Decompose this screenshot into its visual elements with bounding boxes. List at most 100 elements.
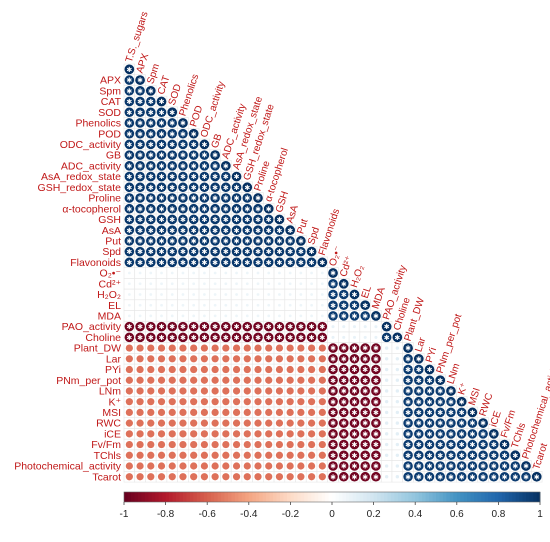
correlation-circle <box>124 225 135 235</box>
significance-marker: ✱ <box>169 216 175 224</box>
correlation-circle <box>285 332 295 343</box>
correlation-circle <box>328 407 338 418</box>
significance-marker: ✱ <box>405 398 411 406</box>
correlation-circle <box>221 246 231 257</box>
correlation-circle <box>124 193 135 203</box>
significance-marker: ✱ <box>394 334 400 342</box>
correlation-circle <box>521 471 531 482</box>
correlation-circle <box>156 236 167 246</box>
color-bar-segment <box>172 492 177 502</box>
significance-marker: ✱ <box>427 452 433 460</box>
correlation-circle <box>211 355 219 363</box>
correlation-circle <box>135 236 145 246</box>
significance-marker: ✱ <box>126 66 132 74</box>
correlation-circle <box>297 387 305 395</box>
significance-marker: ✱ <box>352 355 358 363</box>
correlation-circle <box>328 289 338 300</box>
correlation-circle <box>146 214 156 225</box>
correlation-circle <box>203 282 206 286</box>
significance-marker: ✱ <box>223 195 229 203</box>
correlation-circle <box>147 473 155 481</box>
color-bar-tick-label: 0 <box>329 509 335 520</box>
correlation-circle <box>288 271 292 275</box>
correlation-circle <box>275 419 284 427</box>
correlation-circle <box>338 461 349 471</box>
correlation-circle <box>146 246 156 257</box>
correlation-circle <box>135 214 145 225</box>
significance-marker: ✱ <box>169 237 175 245</box>
correlation-circle <box>286 440 294 449</box>
significance-marker: ✱ <box>469 409 475 417</box>
significance-marker: ✱ <box>159 237 165 245</box>
correlation-circle <box>403 354 413 364</box>
significance-marker: ✱ <box>137 162 143 170</box>
correlation-circle <box>179 473 187 481</box>
correlation-circle <box>190 355 198 363</box>
correlation-circle <box>435 439 446 450</box>
correlation-circle <box>531 471 542 482</box>
significance-marker: ✱ <box>362 377 368 385</box>
correlation-circle <box>297 440 305 449</box>
significance-marker: ✱ <box>180 237 186 245</box>
correlation-circle <box>338 407 349 418</box>
correlation-circle <box>395 378 400 382</box>
correlation-circle <box>349 364 360 375</box>
correlation-circle <box>149 293 153 296</box>
correlation-circle <box>199 332 210 343</box>
correlation-circle <box>297 419 305 427</box>
correlation-circle <box>265 376 273 384</box>
significance-marker: ✱ <box>201 248 207 256</box>
correlation-circle <box>395 410 400 415</box>
color-bar-segment <box>515 492 520 502</box>
correlation-circle <box>286 462 294 470</box>
correlation-circle <box>360 450 370 461</box>
correlation-circle <box>224 282 228 286</box>
significance-marker: ✱ <box>212 334 218 342</box>
correlation-circle <box>307 398 316 406</box>
significance-marker: ✱ <box>502 473 508 481</box>
significance-marker: ✱ <box>148 98 154 106</box>
correlation-circle <box>190 473 198 481</box>
correlation-circle <box>157 419 166 427</box>
correlation-circle <box>179 398 187 406</box>
significance-marker: ✱ <box>201 141 207 149</box>
correlation-circle <box>170 271 174 275</box>
correlation-circle <box>181 314 185 318</box>
significance-marker: ✱ <box>126 184 132 192</box>
correlation-circle <box>170 303 174 307</box>
correlation-circle <box>188 193 199 203</box>
correlation-circle <box>384 475 389 479</box>
correlation-circle <box>349 375 360 386</box>
significance-marker: ✱ <box>169 323 175 331</box>
significance-marker: ✱ <box>191 141 197 149</box>
significance-marker: ✱ <box>212 152 218 160</box>
significance-marker: ✱ <box>212 205 218 213</box>
significance-marker: ✱ <box>191 227 197 235</box>
correlation-circle <box>349 429 360 439</box>
significance-marker: ✱ <box>469 452 475 460</box>
correlation-circle <box>243 376 251 384</box>
color-bar-segment <box>137 492 142 502</box>
correlation-circle <box>286 387 294 395</box>
correlation-circle <box>127 282 131 286</box>
color-bar-segment <box>252 492 257 502</box>
correlation-circle <box>221 182 231 193</box>
correlation-circle <box>352 335 357 339</box>
significance-marker: ✱ <box>405 388 411 396</box>
correlation-circle <box>190 344 198 352</box>
correlation-circle <box>146 182 156 193</box>
correlation-circle <box>168 376 176 384</box>
correlation-circle <box>467 407 478 418</box>
correlation-circle <box>231 214 242 225</box>
significance-marker: ✱ <box>512 463 518 471</box>
significance-marker: ✱ <box>362 463 368 471</box>
correlation-circle <box>267 314 271 318</box>
color-bar-segment <box>325 492 329 502</box>
significance-marker: ✱ <box>416 473 422 481</box>
correlation-circle <box>310 282 313 286</box>
significance-marker: ✱ <box>330 345 336 353</box>
significance-marker: ✱ <box>437 409 443 417</box>
correlation-circle <box>384 389 389 393</box>
correlation-circle <box>403 364 413 375</box>
significance-marker: ✱ <box>137 77 143 85</box>
